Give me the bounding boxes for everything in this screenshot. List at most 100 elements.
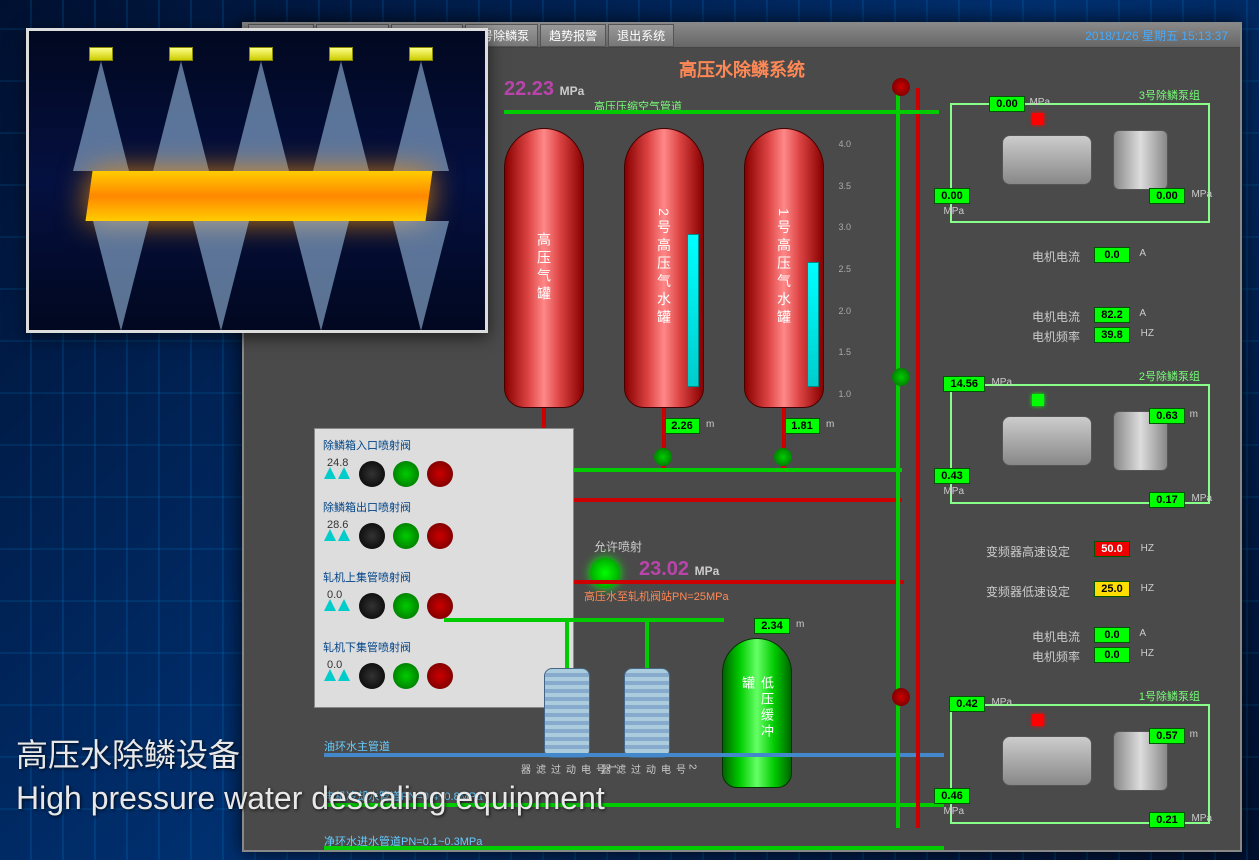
vfd-high-value[interactable]: 50.0: [1094, 541, 1130, 557]
caption-cn: 高压水除鳞设备: [16, 734, 605, 777]
pump3-side-p: 0.00: [1149, 188, 1185, 204]
unit-mpa: MPa: [1191, 813, 1212, 824]
tank2-level: 2.26: [664, 418, 700, 434]
unit-a: A: [1139, 628, 1146, 639]
cp-value: 0.0: [327, 589, 342, 601]
pipe: [899, 110, 939, 114]
valve-icon[interactable]: [892, 368, 910, 386]
main-pressure: 22.23 MPa: [504, 78, 584, 101]
spray-cone: [233, 61, 289, 171]
valve-control-panel: 除鳞箱入口喷射阀 24.8 除鳞箱出口喷射阀 28.6 轧机上集管喷射阀 0.0…: [314, 428, 574, 708]
unit-mpa: MPa: [1191, 189, 1212, 200]
main-pressure-unit: MPa: [560, 84, 585, 98]
valve-icon[interactable]: [427, 461, 453, 487]
pump-title: 3号除鳞泵组: [1139, 87, 1200, 103]
menu-exit[interactable]: 退出系统: [608, 24, 674, 47]
valve-icon[interactable]: [359, 593, 385, 619]
tank-label: 高压气罐: [534, 232, 554, 304]
pump2-inlet-p: 14.56: [943, 376, 985, 392]
valve-icon[interactable]: [359, 461, 385, 487]
spray-cone: [153, 61, 209, 171]
cp-value: 0.0: [327, 659, 342, 671]
pump-1-block[interactable]: 1号除鳞泵组: [950, 704, 1210, 824]
motor-current-label: 电机电流: [1032, 308, 1080, 325]
valve-icon[interactable]: [892, 78, 910, 96]
spray-cone: [193, 221, 249, 331]
pump1-tank-m: 0.57: [1149, 728, 1185, 744]
pump2-freq: 39.8: [1094, 327, 1130, 343]
unit-hz: HZ: [1141, 648, 1154, 659]
nozzle-icon: [169, 47, 193, 61]
pressure-value: 23.02: [639, 558, 689, 580]
pump2-tank-m: 0.63: [1149, 408, 1185, 424]
unit-m: m: [826, 419, 834, 430]
pipe: [324, 846, 944, 850]
cp-label: 轧机下集管喷射阀: [323, 639, 565, 655]
vfd-low-value[interactable]: 25.0: [1094, 581, 1130, 597]
unit-m: m: [706, 419, 714, 430]
pump-3-block[interactable]: 3号除鳞泵组: [950, 103, 1210, 223]
motor-current-label: 电机电流: [1032, 248, 1080, 265]
nozzle-icon: [329, 47, 353, 61]
unit-hz: HZ: [1141, 543, 1154, 554]
valve-icon[interactable]: [654, 448, 672, 466]
lp-tank-label: 低压缓冲罐: [738, 676, 776, 750]
unit-a: A: [1139, 248, 1146, 259]
valve-icon[interactable]: [774, 448, 792, 466]
cp-label: 轧机上集管喷射阀: [323, 569, 565, 585]
filter-2[interactable]: 2号电动过滤器: [624, 668, 670, 758]
pipe: [565, 618, 569, 668]
pump-title: 1号除鳞泵组: [1139, 688, 1200, 704]
nozzle-icon: [249, 47, 273, 61]
valve-icon[interactable]: [359, 523, 385, 549]
valve-icon[interactable]: [393, 663, 419, 689]
lp-buffer-tank[interactable]: 低压缓冲罐: [722, 638, 792, 788]
unit-mpa: MPa: [991, 377, 1012, 388]
unit-mpa: MPa: [1191, 493, 1212, 504]
pipe: [444, 618, 724, 622]
allow-spray-label: 允许喷射: [594, 538, 642, 555]
nozzle-icon: [89, 47, 113, 61]
tank-2[interactable]: 2号高压气水罐: [624, 128, 704, 408]
valve-icon[interactable]: [427, 593, 453, 619]
valve-icon[interactable]: [393, 593, 419, 619]
pump3-inlet-p: 0.00: [989, 96, 1025, 112]
tank-label: 2号高压气水罐: [654, 208, 674, 328]
unit-m: m: [1190, 729, 1198, 740]
spray-cone: [393, 61, 449, 171]
system-title: 高压水除鳞系统: [679, 56, 805, 82]
valve-icon[interactable]: [393, 461, 419, 487]
pump3-current: 0.0: [1094, 247, 1130, 263]
pump-2-block[interactable]: 2号除鳞泵组: [950, 384, 1210, 504]
spray-cone: [93, 221, 149, 331]
cp-row-lower: 轧机下集管喷射阀 0.0: [323, 639, 565, 689]
tank-1[interactable]: 1号高压气水罐 4.03.53.02.52.01.51.0: [744, 128, 824, 408]
spray-cone: [313, 61, 369, 171]
main-pressure-value: 22.23: [504, 78, 554, 100]
tank-hp-air[interactable]: 高压气罐: [504, 128, 584, 408]
valve-icon[interactable]: [359, 663, 385, 689]
pump3-outlet-p: 0.00: [934, 188, 970, 204]
valve-icon[interactable]: [892, 688, 910, 706]
pump-body-icon: [1002, 416, 1092, 466]
tank-icon: [1113, 130, 1168, 190]
pump-title: 2号除鳞泵组: [1139, 368, 1200, 384]
status-led-icon: [1032, 394, 1044, 406]
cp-value: 24.8: [327, 457, 348, 469]
menu-trend-alarm[interactable]: 趋势报警: [540, 24, 606, 47]
lp-tank-level: 2.34: [754, 618, 790, 634]
spray-cone: [73, 61, 129, 171]
pipe: [542, 468, 902, 472]
descaling-photo: [26, 28, 488, 333]
cp-row-inlet: 除鳞箱入口喷射阀 24.8: [323, 437, 565, 487]
valve-icon[interactable]: [427, 663, 453, 689]
pump-body-icon: [1002, 736, 1092, 786]
cp-value: 28.6: [327, 519, 348, 531]
pump2-outlet-p: 0.43: [934, 468, 970, 484]
secondary-pressure: 23.02 MPa: [639, 558, 719, 581]
pump-body-icon: [1002, 135, 1092, 185]
timestamp: 2018/1/26 星期五 15:13:37: [1085, 27, 1236, 44]
unit-m: m: [1190, 409, 1198, 420]
valve-icon[interactable]: [393, 523, 419, 549]
valve-icon[interactable]: [427, 523, 453, 549]
